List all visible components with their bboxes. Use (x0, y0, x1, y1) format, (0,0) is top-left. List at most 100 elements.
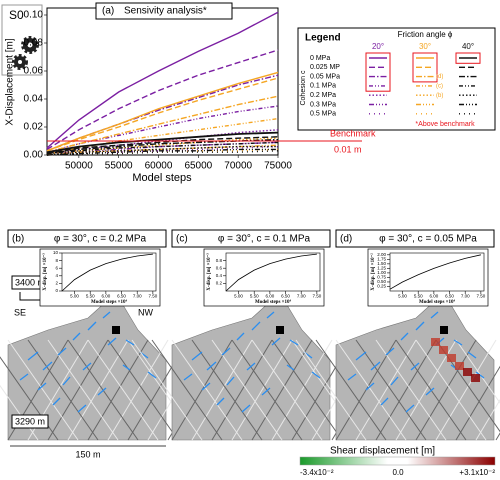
scenario-label: S0 (9, 8, 24, 22)
fracture-line (131, 339, 203, 441)
x-tick-label: 60000 (145, 161, 173, 172)
y-axis-label: X-Displacement [m] (5, 38, 16, 125)
case-label: (c) (436, 83, 443, 89)
legend-column: 30° (419, 42, 431, 51)
panel-label: (d) (340, 234, 352, 245)
panel-label: (c) (176, 234, 188, 245)
displacement-vector (370, 361, 381, 371)
data-line (46, 11, 279, 149)
legend-row: 0.05 MPa (310, 73, 340, 80)
panel-title: φ = 30°, c = 0.05 MPa (379, 234, 477, 245)
displacement-vector (355, 351, 367, 361)
y-tick-label: 0.50 (377, 279, 386, 284)
panel-label: (a) (102, 6, 114, 17)
displacement-vector (216, 397, 225, 406)
x-tick-label: 6.50 (281, 294, 290, 299)
title-box (95, 2, 233, 20)
displacement-vector (380, 397, 389, 406)
inset-y-label: X-disp. [m] ×10⁻² (370, 253, 376, 291)
benchmark-label: Benchmark (330, 128, 376, 138)
displacement-vector (415, 321, 425, 331)
shear-zone (463, 368, 472, 376)
shear-zone (455, 362, 464, 370)
benchmark-value: 0.01 m (334, 144, 362, 154)
fracture-line (67, 339, 129, 441)
x-tick-label: 7.50 (476, 294, 485, 299)
x-tick-label: 7.50 (148, 294, 157, 299)
displacement-vector (183, 373, 193, 381)
fracture-line (271, 339, 333, 441)
displacement-vector (82, 362, 92, 371)
displacement-vector (261, 387, 271, 396)
fracture-line (335, 339, 407, 441)
fracture-line (191, 339, 263, 441)
legend-column: 20° (372, 42, 384, 51)
right-direction: NW (138, 307, 153, 317)
x-tick-label: 6.00 (429, 294, 438, 299)
fracture-line (435, 339, 497, 441)
fracture-line (107, 339, 179, 441)
y-tick-label: 2.00 (377, 252, 386, 257)
width-label: 150 m (75, 449, 100, 459)
fracture-line (7, 339, 79, 441)
monitor-point (276, 326, 284, 334)
displacement-vector (400, 332, 409, 341)
case-label: (d) (436, 74, 443, 80)
y-tick-label: 8 (55, 258, 58, 263)
displacement-vector (286, 364, 295, 371)
displacement-vector (102, 311, 111, 319)
inset-x-label: Model steps ×10⁴ (255, 299, 292, 305)
fracture-line (211, 339, 283, 441)
y-tick-label: 0.08 (24, 38, 44, 49)
displacement-vector (201, 382, 211, 391)
displacement-vector (289, 339, 299, 346)
displacement-vector (430, 311, 439, 319)
x-tick-label: 6.50 (117, 294, 126, 299)
monitor-point (440, 326, 448, 334)
displacement-vector (266, 311, 275, 319)
fracture-line (271, 339, 343, 441)
y-tick-label: 10 (53, 250, 59, 255)
displacement-vector (42, 361, 53, 371)
data-line (46, 74, 279, 152)
x-tick-label: 6.00 (101, 294, 110, 299)
colorbar-min: -3.4x10⁻² (300, 468, 334, 477)
left-direction: SE (14, 307, 26, 317)
monitor-point (112, 326, 120, 334)
legend-note: *Above benchmark (415, 121, 475, 128)
legend-row: 0.025 MP (310, 64, 340, 71)
top-elevation: 3400 m (15, 277, 45, 287)
inset-x-label: Model steps ×10⁴ (91, 299, 128, 305)
y-tick-label: 0.75 (377, 275, 386, 280)
fracture-line (315, 339, 387, 441)
fracture-line (375, 339, 447, 441)
inset-line (61, 253, 153, 292)
displacement-vector (122, 364, 131, 371)
panel-title: φ = 30°, c = 0.1 MPa (218, 234, 311, 245)
y-tick-label: 0.25 (377, 284, 386, 289)
data-line (46, 105, 279, 153)
plot-lines (46, 11, 279, 156)
data-line (46, 138, 279, 155)
legend-column-title: Friction angle ϕ (398, 30, 453, 39)
inset-box (39, 248, 161, 307)
data-line (46, 137, 279, 155)
elevation-box (11, 414, 49, 429)
displacement-vector (246, 362, 256, 371)
displacement-vector (390, 376, 399, 386)
displacement-vector (72, 332, 81, 341)
fracture-line (87, 339, 159, 441)
y-tick-label: 0.8 (216, 258, 223, 263)
displacement-vector (191, 351, 203, 361)
fracture-line (395, 339, 457, 441)
displacement-vector (251, 321, 261, 331)
colorbar-mid: 0.0 (392, 468, 404, 477)
x-tick-label: 5.00 (398, 294, 407, 299)
displacement-vector (77, 404, 87, 413)
y-tick-label: 4 (55, 273, 58, 278)
terrain (171, 299, 331, 441)
panel-title-box (7, 229, 167, 248)
displacement-vector (206, 361, 217, 371)
x-tick-label: 5.50 (86, 294, 95, 299)
data-line (46, 131, 279, 154)
